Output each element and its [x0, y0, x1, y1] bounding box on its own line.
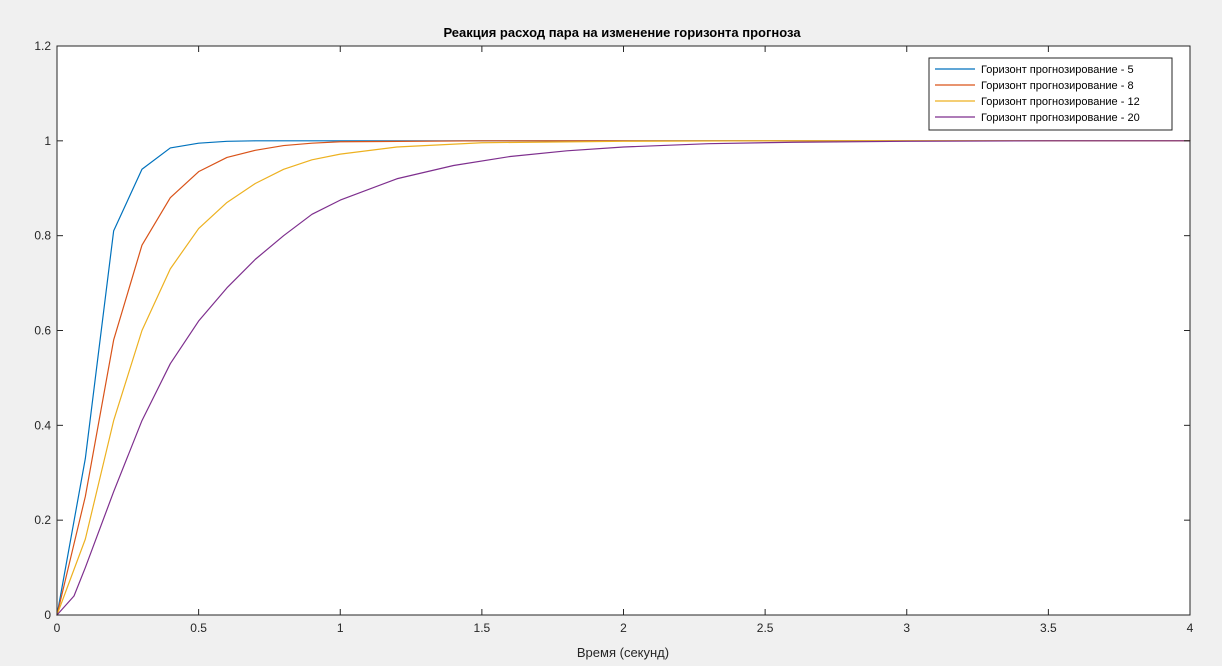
legend[interactable]: Горизонт прогнозирование - 5 Горизонт про… — [928, 57, 1173, 131]
x-tick-label: 1 — [337, 621, 344, 635]
legend-label-2: Горизонт прогнозирование - 8 — [981, 80, 1134, 92]
x-tick-label: 3.5 — [1040, 621, 1057, 635]
y-tick-label: 1 — [44, 134, 51, 148]
y-axis: 0 0.2 0.4 0.6 0.8 1 1.2 — [34, 39, 1190, 622]
legend-box — [928, 57, 1173, 131]
x-tick-label: 2.5 — [757, 621, 774, 635]
series-layer — [56, 140, 1191, 616]
plot-area[interactable] — [57, 46, 1190, 615]
x-tick-label: 2 — [620, 621, 627, 635]
legend-label-4: Горизонт прогнозирование - 20 — [981, 112, 1140, 124]
x-axis-title: Время (секунд) — [577, 645, 669, 660]
y-tick-label: 0 — [44, 608, 51, 622]
x-tick-label: 3 — [903, 621, 910, 635]
y-tick-label: 0.8 — [34, 229, 51, 243]
legend-items: Горизонт прогнозирование - 5 Горизонт про… — [935, 64, 1140, 124]
x-axis: 0 0.5 1 1.5 2 2.5 3 3.5 4 — [54, 46, 1194, 635]
legend-label-3: Горизонт прогнозирование - 12 — [981, 96, 1140, 108]
legend-label-1: Горизонт прогнозирование - 5 — [981, 64, 1134, 76]
chart-title: Реакция расход пара на изменение горизон… — [443, 25, 801, 40]
x-tick-label: 4 — [1187, 621, 1194, 635]
x-tick-label: 0 — [54, 621, 61, 635]
x-tick-label: 1.5 — [474, 621, 491, 635]
y-tick-label: 0.2 — [34, 513, 51, 527]
series-line-3[interactable] — [56, 140, 1191, 616]
y-tick-label: 0.4 — [34, 418, 51, 432]
series-line-4[interactable] — [56, 140, 1191, 616]
y-tick-label: 0.6 — [34, 324, 51, 338]
y-tick-label: 1.2 — [34, 39, 51, 53]
x-tick-label: 0.5 — [190, 621, 207, 635]
